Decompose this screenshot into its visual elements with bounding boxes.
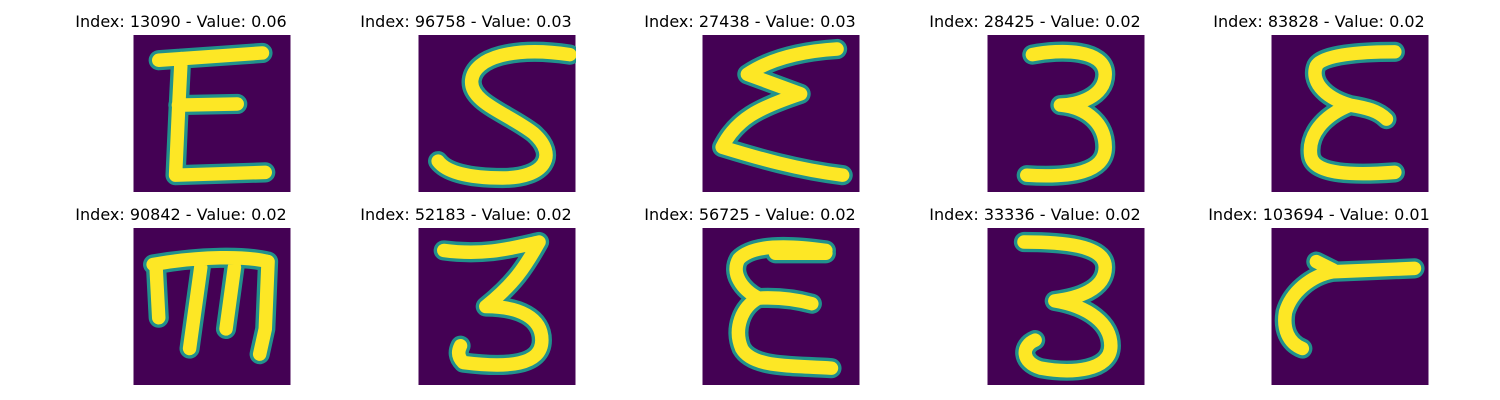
- panel: Index: 28425 - Value: 0.02: [885, 0, 1185, 190]
- panel: Index: 96758 - Value: 0.03: [316, 0, 616, 190]
- panel: Index: 33336 - Value: 0.02: [885, 193, 1185, 383]
- panel: Index: 90842 - Value: 0.02: [31, 193, 331, 383]
- glyph-image: [1271, 35, 1429, 192]
- glyph-image: [1271, 228, 1429, 385]
- panel: Index: 103694 - Value: 0.01: [1169, 193, 1469, 383]
- panel: Index: 52183 - Value: 0.02: [316, 193, 616, 383]
- panel-title: Index: 56725 - Value: 0.02: [600, 206, 900, 224]
- glyph-image: [702, 228, 860, 385]
- glyph-image: [133, 35, 291, 192]
- panel-title: Index: 52183 - Value: 0.02: [316, 206, 616, 224]
- glyph-image: [418, 35, 576, 192]
- panel-title: Index: 103694 - Value: 0.01: [1169, 206, 1469, 224]
- panel-title: Index: 13090 - Value: 0.06: [31, 13, 331, 31]
- panel: Index: 56725 - Value: 0.02: [600, 193, 900, 383]
- panel: Index: 83828 - Value: 0.02: [1169, 0, 1469, 190]
- glyph-image: [133, 228, 291, 385]
- glyph-image: [987, 35, 1145, 192]
- panel-title: Index: 96758 - Value: 0.03: [316, 13, 616, 31]
- glyph-image: [987, 228, 1145, 385]
- panel-title: Index: 28425 - Value: 0.02: [885, 13, 1185, 31]
- panel-title: Index: 90842 - Value: 0.02: [31, 206, 331, 224]
- panel-title: Index: 33336 - Value: 0.02: [885, 206, 1185, 224]
- glyph-image: [702, 35, 860, 192]
- panel-title: Index: 83828 - Value: 0.02: [1169, 13, 1469, 31]
- panel: Index: 27438 - Value: 0.03: [600, 0, 900, 190]
- panel: Index: 13090 - Value: 0.06: [31, 0, 331, 190]
- panel-title: Index: 27438 - Value: 0.03: [600, 13, 900, 31]
- glyph-image: [418, 228, 576, 385]
